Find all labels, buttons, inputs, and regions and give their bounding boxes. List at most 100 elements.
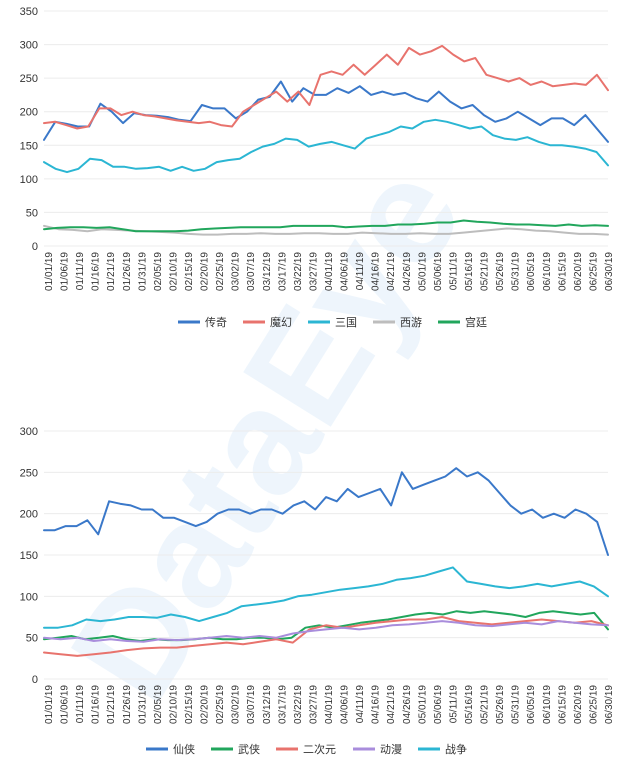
- x-tick-label: 02/25/19: [215, 252, 226, 291]
- y-tick-label: 50: [26, 207, 38, 219]
- x-tick-label: 03/12/19: [262, 252, 273, 291]
- x-tick-label: 04/06/19: [340, 685, 351, 724]
- x-tick-label: 05/21/19: [480, 252, 491, 291]
- x-tick-label: 01/01/19: [44, 252, 55, 291]
- x-tick-label: 05/06/19: [433, 252, 444, 291]
- y-tick-label: 300: [20, 426, 38, 438]
- series-line-仙侠: [43, 467, 609, 556]
- x-tick-label: 02/15/19: [184, 252, 195, 291]
- x-tick-label: 06/20/19: [573, 252, 584, 291]
- legend-item[interactable]: 战争: [418, 742, 467, 756]
- legend-item[interactable]: 传奇: [178, 316, 227, 329]
- x-tick-label: 04/21/19: [386, 252, 397, 291]
- x-tick-label: 06/05/19: [526, 252, 537, 291]
- x-tick-label: 04/21/19: [386, 685, 397, 724]
- x-tick-label: 04/26/19: [402, 685, 413, 724]
- x-tick-label: 01/06/19: [60, 685, 71, 724]
- x-tick-label: 01/26/19: [122, 685, 133, 724]
- legend-item[interactable]: 宫廷: [438, 315, 487, 329]
- x-tick-label: 05/31/19: [511, 252, 522, 291]
- x-tick-label: 02/05/19: [153, 252, 164, 291]
- x-tick-label: 06/25/19: [588, 685, 599, 724]
- y-tick-label: 150: [20, 550, 38, 562]
- x-tick-label: 04/11/19: [355, 252, 366, 291]
- x-tick-label: 05/26/19: [495, 252, 506, 291]
- chart-bottom: 0 50 100 150 200 250 300 01/01/19 01/06/19 01/11/…: [20, 426, 615, 756]
- x-tick-label: 02/20/19: [200, 685, 211, 724]
- y-tick-label: 300: [20, 40, 38, 52]
- x-tick-label: 06/20/19: [573, 685, 584, 724]
- x-tick-label: 05/21/19: [480, 685, 491, 724]
- legend-label: 动漫: [380, 742, 402, 756]
- x-tick-label: 03/12/19: [262, 685, 273, 724]
- x-tick-label: 05/26/19: [495, 685, 506, 724]
- series-line-战争: [43, 566, 609, 629]
- y-tick-label: 250: [20, 73, 38, 85]
- x-tick-label: 01/31/19: [137, 685, 148, 724]
- x-tick-label: 05/11/19: [448, 252, 459, 291]
- y-tick-label: 350: [20, 6, 38, 18]
- x-tick-label: 01/11/19: [75, 685, 86, 724]
- x-tick-label: 05/31/19: [511, 685, 522, 724]
- y-tick-label: 50: [26, 633, 38, 645]
- y-tick-label: 0: [32, 241, 38, 253]
- y-tick-label: 100: [20, 174, 38, 186]
- x-tick-label: 06/25/19: [588, 252, 599, 291]
- x-tick-label: 02/10/19: [168, 685, 179, 724]
- x-tick-label: 03/07/19: [246, 685, 257, 724]
- legend-label: 二次元: [303, 742, 336, 756]
- x-tick-label: 02/25/19: [215, 685, 226, 724]
- legend-item[interactable]: 武侠: [211, 743, 260, 756]
- x-tick-label: 05/16/19: [464, 252, 475, 291]
- x-tick-label: 01/11/19: [75, 252, 86, 291]
- x-tick-label: 02/20/19: [200, 252, 211, 291]
- legend-item[interactable]: 二次元: [276, 742, 336, 756]
- x-tick-label: 03/22/19: [293, 252, 304, 291]
- x-tick-label: 03/22/19: [293, 685, 304, 724]
- x-tick-label: 02/05/19: [153, 685, 164, 724]
- legend-item[interactable]: 西游: [373, 316, 422, 329]
- series-line-动漫: [43, 620, 609, 643]
- legend-label: 魔幻: [270, 315, 292, 329]
- x-tick-label: 03/27/19: [308, 252, 319, 291]
- x-tick-label: 04/06/19: [340, 252, 351, 291]
- x-tick-label: 02/15/19: [184, 685, 195, 724]
- x-tick-label: 01/16/19: [91, 685, 102, 724]
- legend-item[interactable]: 动漫: [353, 742, 402, 756]
- x-tick-label: 04/01/19: [324, 685, 335, 724]
- x-tick-label: 06/15/19: [557, 252, 568, 291]
- x-tick-label: 06/05/19: [526, 685, 537, 724]
- x-tick-label: 01/21/19: [106, 685, 117, 724]
- chart-top: 0 50 100 150 200 250 300 350 01/01/19 01/06/19 01/…: [20, 6, 615, 329]
- y-tick-label: 250: [20, 467, 38, 479]
- series-line-魔幻: [43, 44, 609, 130]
- legend-item[interactable]: 仙侠: [146, 743, 195, 756]
- legend-item[interactable]: 魔幻: [243, 315, 292, 329]
- x-tick-label: 06/15/19: [557, 685, 568, 724]
- x-tick-label: 05/11/19: [448, 685, 459, 724]
- x-tick-label: 02/10/19: [168, 252, 179, 291]
- x-tick-label: 06/10/19: [542, 685, 553, 724]
- x-tick-label: 03/02/19: [231, 685, 242, 724]
- y-tick-label: 200: [20, 107, 38, 119]
- x-tick-label: 06/30/19: [604, 252, 615, 291]
- x-tick-label: 01/01/19: [44, 685, 55, 724]
- x-tick-label: 05/01/19: [417, 252, 428, 291]
- legend-label: 传奇: [205, 316, 227, 329]
- x-tick-label: 03/02/19: [231, 252, 242, 291]
- x-tick-label: 06/10/19: [542, 252, 553, 291]
- legend-label: 战争: [445, 742, 467, 756]
- x-tick-label: 05/06/19: [433, 685, 444, 724]
- x-tick-label: 01/26/19: [122, 252, 133, 291]
- x-tick-label: 01/31/19: [137, 252, 148, 291]
- x-tick-label: 01/21/19: [106, 252, 117, 291]
- x-tick-label: 04/11/19: [355, 685, 366, 724]
- y-tick-label: 100: [20, 591, 38, 603]
- x-tick-label: 03/17/19: [277, 252, 288, 291]
- x-tick-label: 03/27/19: [308, 685, 319, 724]
- legend-label: 宫廷: [465, 315, 487, 329]
- x-tick-label: 01/06/19: [60, 252, 71, 291]
- series-line-三国: [43, 118, 609, 174]
- legend-item[interactable]: 三国: [308, 316, 357, 329]
